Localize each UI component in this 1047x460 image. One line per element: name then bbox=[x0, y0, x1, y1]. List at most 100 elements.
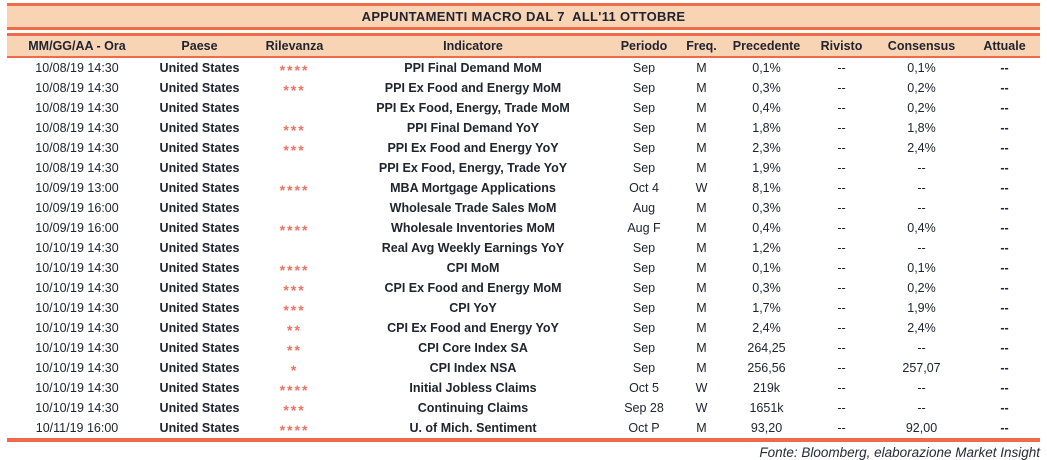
cell-paese: United States bbox=[159, 221, 240, 235]
cell-rilevanza bbox=[252, 238, 337, 258]
cell-consensus: -- bbox=[917, 161, 926, 175]
cell-freq: M bbox=[696, 321, 707, 335]
header-row: MM/GG/AA - Ora Paese Rilevanza Indicator… bbox=[7, 33, 1040, 58]
cell-indicatore: Initial Jobless Claims bbox=[409, 381, 537, 395]
cell-freq: W bbox=[695, 401, 708, 415]
cell-freq: M bbox=[696, 221, 707, 235]
cell-attuale: -- bbox=[1000, 221, 1009, 235]
cell-freq: M bbox=[696, 361, 707, 375]
cell-datetime: 10/08/19 14:30 bbox=[35, 101, 119, 115]
cell-attuale: -- bbox=[1000, 301, 1009, 315]
cell-rivisto: -- bbox=[837, 361, 846, 375]
table-row: 10/08/19 14:30 United States **** PPI Final… bbox=[7, 57, 1040, 78]
cell-indicatore: CPI Ex Food and Energy YoY bbox=[387, 321, 559, 335]
cell-attuale: -- bbox=[1000, 101, 1009, 115]
cell-paese: United States bbox=[159, 201, 240, 215]
cell-periodo: Sep bbox=[632, 281, 656, 295]
cell-consensus: 0,4% bbox=[907, 221, 936, 235]
cell-freq: M bbox=[696, 121, 707, 135]
cell-consensus: 257,07 bbox=[902, 361, 941, 375]
cell-indicatore: PPI Ex Food and Energy YoY bbox=[387, 141, 559, 155]
cell-periodo: Sep bbox=[632, 101, 656, 115]
cell-rilevanza: * bbox=[252, 358, 337, 378]
cell-rilevanza: **** bbox=[252, 418, 337, 440]
cell-attuale: -- bbox=[1000, 141, 1009, 155]
cell-attuale: -- bbox=[1000, 321, 1009, 335]
cell-periodo: Sep 28 bbox=[624, 401, 664, 415]
cell-paese: United States bbox=[159, 381, 240, 395]
relevance-stars: ** bbox=[287, 322, 302, 338]
cell-datetime: 10/10/19 14:30 bbox=[35, 241, 119, 255]
cell-consensus: -- bbox=[917, 201, 926, 215]
cell-precedente: 93,20 bbox=[750, 421, 783, 435]
cell-consensus: -- bbox=[917, 181, 926, 195]
cell-rilevanza: *** bbox=[252, 138, 337, 158]
cell-precedente: 0,1% bbox=[752, 261, 781, 275]
cell-attuale: -- bbox=[1000, 341, 1009, 355]
cell-precedente: 0,4% bbox=[752, 101, 781, 115]
col-header-indicatore: Indicatore bbox=[337, 33, 609, 58]
cell-freq: M bbox=[696, 261, 707, 275]
cell-consensus: -- bbox=[917, 341, 926, 355]
cell-rilevanza: *** bbox=[252, 78, 337, 98]
relevance-stars: **** bbox=[279, 62, 310, 78]
cell-consensus: 0,2% bbox=[907, 281, 936, 295]
cell-periodo: Aug bbox=[632, 201, 656, 215]
table-row: 10/08/19 14:30 United States *** PPI Final … bbox=[7, 118, 1040, 138]
cell-precedente: 1651k bbox=[749, 401, 784, 415]
cell-precedente: 1,9% bbox=[752, 161, 781, 175]
table-row: 10/11/19 16:00 United States **** U. of Mic… bbox=[7, 418, 1040, 440]
table-row: 10/08/19 14:30 United States PPI Ex Food, … bbox=[7, 98, 1040, 118]
cell-rilevanza: **** bbox=[252, 57, 337, 78]
cell-periodo: Oct P bbox=[628, 421, 660, 435]
cell-rilevanza: *** bbox=[252, 278, 337, 298]
cell-periodo: Sep bbox=[632, 241, 656, 255]
cell-freq: M bbox=[696, 161, 707, 175]
cell-indicatore: CPI Core Index SA bbox=[418, 341, 528, 355]
cell-rivisto: -- bbox=[837, 401, 846, 415]
cell-datetime: 10/11/19 16:00 bbox=[35, 421, 119, 435]
cell-consensus: 92,00 bbox=[905, 421, 938, 435]
table-title: APPUNTAMENTI MACRO DAL 7 ALL'11 OTTOBRE bbox=[7, 3, 1040, 30]
cell-consensus: 0,1% bbox=[907, 261, 936, 275]
cell-freq: M bbox=[696, 281, 707, 295]
relevance-stars: **** bbox=[279, 382, 310, 398]
table-row: 10/10/19 14:30 United States ** CPI Core In… bbox=[7, 338, 1040, 358]
cell-attuale: -- bbox=[1000, 421, 1009, 435]
cell-rivisto: -- bbox=[837, 101, 846, 115]
cell-attuale: -- bbox=[1000, 201, 1009, 215]
cell-paese: United States bbox=[159, 181, 240, 195]
cell-rivisto: -- bbox=[837, 61, 846, 75]
cell-precedente: 0,3% bbox=[752, 201, 781, 215]
cell-consensus: 0,2% bbox=[907, 101, 936, 115]
table-row: 10/08/19 14:30 United States *** PPI Ex Foo… bbox=[7, 78, 1040, 98]
cell-datetime: 10/10/19 14:30 bbox=[35, 361, 119, 375]
cell-indicatore: Wholesale Trade Sales MoM bbox=[389, 201, 557, 215]
cell-rilevanza: **** bbox=[252, 178, 337, 198]
cell-consensus: 2,4% bbox=[907, 141, 936, 155]
cell-precedente: 219k bbox=[752, 381, 781, 395]
cell-freq: M bbox=[696, 301, 707, 315]
cell-datetime: 10/09/19 13:00 bbox=[35, 181, 119, 195]
cell-rivisto: -- bbox=[837, 161, 846, 175]
cell-rilevanza: *** bbox=[252, 298, 337, 318]
table-row: 10/10/19 14:30 United States *** Continuing… bbox=[7, 398, 1040, 418]
cell-indicatore: CPI YoY bbox=[449, 301, 497, 315]
cell-attuale: -- bbox=[1000, 121, 1009, 135]
cell-precedente: 0,4% bbox=[752, 221, 781, 235]
cell-datetime: 10/10/19 14:30 bbox=[35, 401, 119, 415]
cell-rilevanza: **** bbox=[252, 378, 337, 398]
col-header-consensus: Consensus bbox=[874, 33, 969, 58]
cell-periodo: Sep bbox=[632, 341, 656, 355]
cell-consensus: 0,1% bbox=[907, 61, 936, 75]
relevance-stars: *** bbox=[283, 402, 306, 418]
cell-periodo: Sep bbox=[632, 161, 656, 175]
cell-precedente: 1,8% bbox=[752, 121, 781, 135]
relevance-stars: *** bbox=[283, 282, 306, 298]
cell-datetime: 10/08/19 14:30 bbox=[35, 81, 119, 95]
table-header: MM/GG/AA - Ora Paese Rilevanza Indicator… bbox=[7, 33, 1040, 58]
cell-consensus: 1,9% bbox=[907, 301, 936, 315]
cell-rivisto: -- bbox=[837, 141, 846, 155]
cell-consensus: 1,8% bbox=[907, 121, 936, 135]
